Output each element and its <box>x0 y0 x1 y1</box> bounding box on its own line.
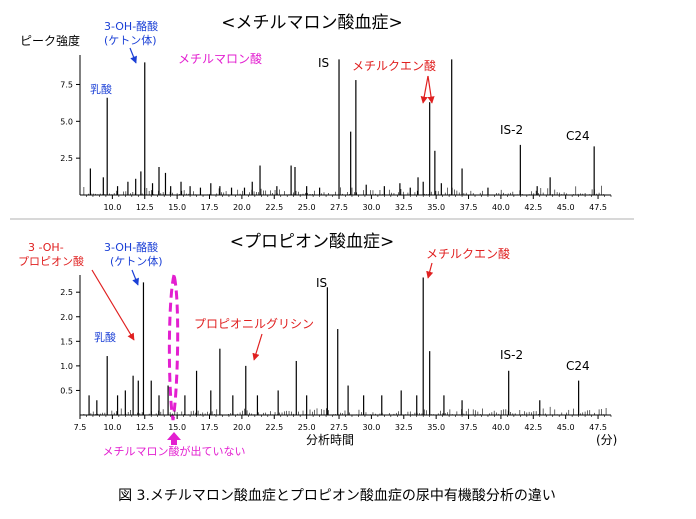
bottom-x-tick-label: 45.0 <box>557 423 575 432</box>
bottom-y-tick-label: 2.5 <box>60 288 73 297</box>
bottom-label-c24: C24 <box>566 359 590 373</box>
top-x-tick-label: 27.5 <box>330 203 348 212</box>
top-x-tick-label: 10.0 <box>103 203 121 212</box>
bottom-label-3oh-propionic-2: プロピオン酸 <box>18 254 84 268</box>
bottom-x-tick-label: 27.5 <box>330 423 348 432</box>
top-label-lactate: 乳酸 <box>90 82 112 96</box>
bottom-panel-title: <プロピオン酸血症> <box>230 232 395 252</box>
bottom-x-tick-label: 35.0 <box>427 423 445 432</box>
bottom-arrow-3oh-butyrate <box>131 269 139 286</box>
top-x-tick-label: 22.5 <box>265 203 283 212</box>
top-arrow-methylcitric-2 <box>427 75 435 104</box>
bottom-x-tick-label: 42.5 <box>524 423 542 432</box>
top-x-tick-label: 42.5 <box>524 203 542 212</box>
bottom-arrow-3oh-propionic <box>91 269 135 341</box>
top-x-tick-label: 15.0 <box>168 203 186 212</box>
top-label-3oh-butyrate: 3-OH-酪酸 <box>104 19 158 33</box>
bottom-y-tick-label: 2.0 <box>60 313 73 322</box>
bottom-label-is2: IS-2 <box>500 348 523 362</box>
bottom-x-tick-label: 17.5 <box>201 423 219 432</box>
bottom-x-tick-label: 25.0 <box>298 423 316 432</box>
bottom-label-propionylglycine: プロピオニルグリシン <box>194 317 314 331</box>
top-y-axis-label: ピーク強度 <box>20 33 80 48</box>
top-label-c24: C24 <box>566 129 590 143</box>
bottom-x-tick-label: 10.0 <box>103 423 121 432</box>
bottom-x-tick-label: 37.5 <box>460 423 478 432</box>
plot-layer: 2.5 5.0 7.5 10.0 12.5 15.0 17.5 20.0 22.5 25.0 27.… <box>60 55 612 432</box>
top-x-tick-label: 47.5 <box>589 203 607 212</box>
bottom-x-tick-label: 40.0 <box>492 423 510 432</box>
top-x-tick-label: 32.5 <box>395 203 413 212</box>
bottom-x-tick-label: 20.0 <box>233 423 251 432</box>
bottom-x-axis-label: 分析時間 <box>306 433 354 447</box>
top-x-tick-label: 30.0 <box>362 203 380 212</box>
top-x-tick-label: 37.5 <box>460 203 478 212</box>
bottom-label-no-methylmalonic: メチルマロン酸が出ていない <box>103 444 246 458</box>
top-x-tick-label: 17.5 <box>201 203 219 212</box>
bottom-label-lactate: 乳酸 <box>94 330 116 344</box>
bottom-arrow-propionylglycine <box>252 333 263 361</box>
bottom-y-tick-label: 1.0 <box>60 362 73 371</box>
top-y-tick-label: 5.0 <box>60 117 73 126</box>
bottom-x-tick-label: 15.0 <box>168 423 186 432</box>
bottom-label-ketone-body: (ケトン体) <box>110 254 163 268</box>
bottom-y-tick-label: 0.5 <box>60 386 73 395</box>
top-x-tick-label: 25.0 <box>298 203 316 212</box>
bottom-label-3oh-butyrate: 3-OH-酪酸 <box>104 240 158 254</box>
bottom-x-axis-unit: (分) <box>596 433 617 447</box>
figure-caption: 図 3.メチルマロン酸血症とプロピオン酸血症の尿中有機酸分析の違い <box>118 488 556 504</box>
top-y-tick-label: 7.5 <box>60 80 73 89</box>
top-label-methylcitric: メチルクエン酸 <box>352 58 436 73</box>
top-label-is: IS <box>318 56 329 70</box>
bottom-y-tick-label: 1.5 <box>60 337 73 346</box>
top-x-tick-label: 45.0 <box>557 203 575 212</box>
top-label-is2: IS-2 <box>500 123 523 137</box>
missing-peak-highlight <box>167 274 180 421</box>
top-x-tick-label: 20.0 <box>233 203 251 212</box>
bottom-x-tick-label: 32.5 <box>395 423 413 432</box>
top-y-tick-label: 2.5 <box>60 154 73 163</box>
bottom-label-3oh-propionic-1: 3 -OH- <box>28 241 64 254</box>
top-arrow-methylcitric-1 <box>420 75 429 104</box>
bottom-x-tick-label: 30.0 <box>362 423 380 432</box>
bottom-x-tick-label: 12.5 <box>136 423 154 432</box>
bottom-arrow-methylcitric <box>426 262 434 279</box>
bottom-x-tick-label: 7.5 <box>74 423 87 432</box>
top-x-tick-label: 40.0 <box>492 203 510 212</box>
top-label-ketone-body: (ケトン体) <box>104 33 157 47</box>
top-panel-title: <メチルマロン酸血症> <box>221 13 403 33</box>
bottom-label-methylcitric: メチルクエン酸 <box>426 246 510 261</box>
top-x-tick-label: 35.0 <box>427 203 445 212</box>
top-x-tick-label: 12.5 <box>136 203 154 212</box>
bottom-x-tick-label: 47.5 <box>589 423 607 432</box>
missing-peak-arrow <box>167 432 181 445</box>
bottom-x-tick-label: 22.5 <box>265 423 283 432</box>
bottom-label-is: IS <box>316 276 327 290</box>
top-label-methylmalonic: メチルマロン酸 <box>178 51 262 66</box>
top-arrow-3oh-butyrate <box>129 47 137 64</box>
